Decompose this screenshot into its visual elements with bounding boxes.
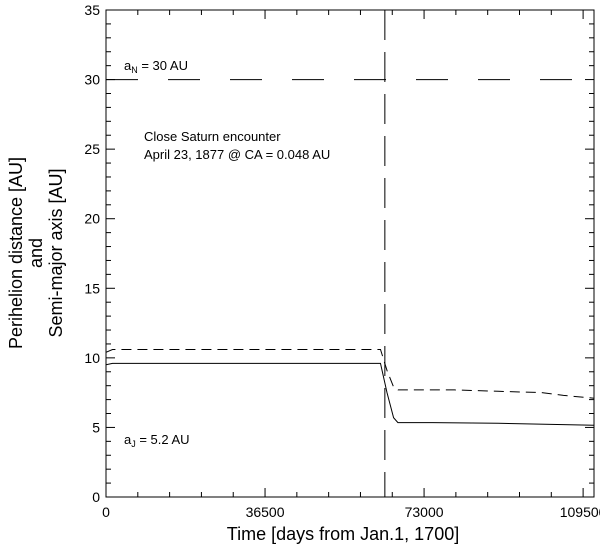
annotation-a-neptune-suffix: = 30 AU: [138, 58, 188, 73]
x-tick-label: 109500: [560, 504, 600, 520]
axis-tick-labels: 0 5 10 15 20 25 30 35 0 36500 73000 109500: [84, 2, 600, 520]
x-tick-label: 73000: [405, 504, 444, 520]
axis-ticks: [105, 9, 594, 498]
series-group: [105, 349, 595, 426]
annotation-a-jupiter-suffix: = 5.2 AU: [136, 432, 190, 447]
annotation-a-jupiter: aJ = 5.2 AU: [124, 432, 190, 449]
x-tick-label: 0: [102, 504, 110, 520]
annotation-encounter-line-1: Close Saturn encounter: [144, 129, 281, 144]
series-line-1: [105, 349, 595, 399]
reference-lines: [106, 10, 594, 497]
y-tick-label: 15: [84, 280, 100, 296]
plot-frame: [105, 9, 595, 498]
series-line-2: [105, 362, 595, 426]
y-tick-label: 20: [84, 211, 100, 227]
x-tick-label: 36500: [246, 504, 285, 520]
y-tick-label: 25: [84, 141, 100, 157]
y-tick-label: 10: [84, 350, 100, 366]
x-axis-title: Time [days from Jan.1, 1700]: [227, 524, 459, 544]
y-tick-label: 30: [84, 72, 100, 88]
annotation-encounter-line-2: April 23, 1877 @ CA = 0.048 AU: [144, 147, 330, 162]
y-tick-label: 35: [84, 2, 100, 18]
y-axis-title: Perihelion distance [AU] and Semi-major …: [6, 157, 66, 349]
y-axis-title-line-3: Semi-major axis [AU]: [46, 168, 66, 337]
y-axis-title-line-1: Perihelion distance [AU]: [6, 157, 26, 349]
y-axis-title-line-2: and: [26, 238, 46, 268]
y-tick-label: 5: [92, 419, 100, 435]
annotation-a-neptune-sub: N: [131, 65, 138, 75]
annotation-a-jupiter-sub: J: [131, 439, 136, 449]
y-tick-label: 0: [92, 489, 100, 505]
annotation-a-neptune: aN = 30 AU: [124, 58, 188, 75]
annotation-a-neptune-prefix: a: [124, 58, 132, 73]
annotation-a-jupiter-prefix: a: [124, 432, 132, 447]
